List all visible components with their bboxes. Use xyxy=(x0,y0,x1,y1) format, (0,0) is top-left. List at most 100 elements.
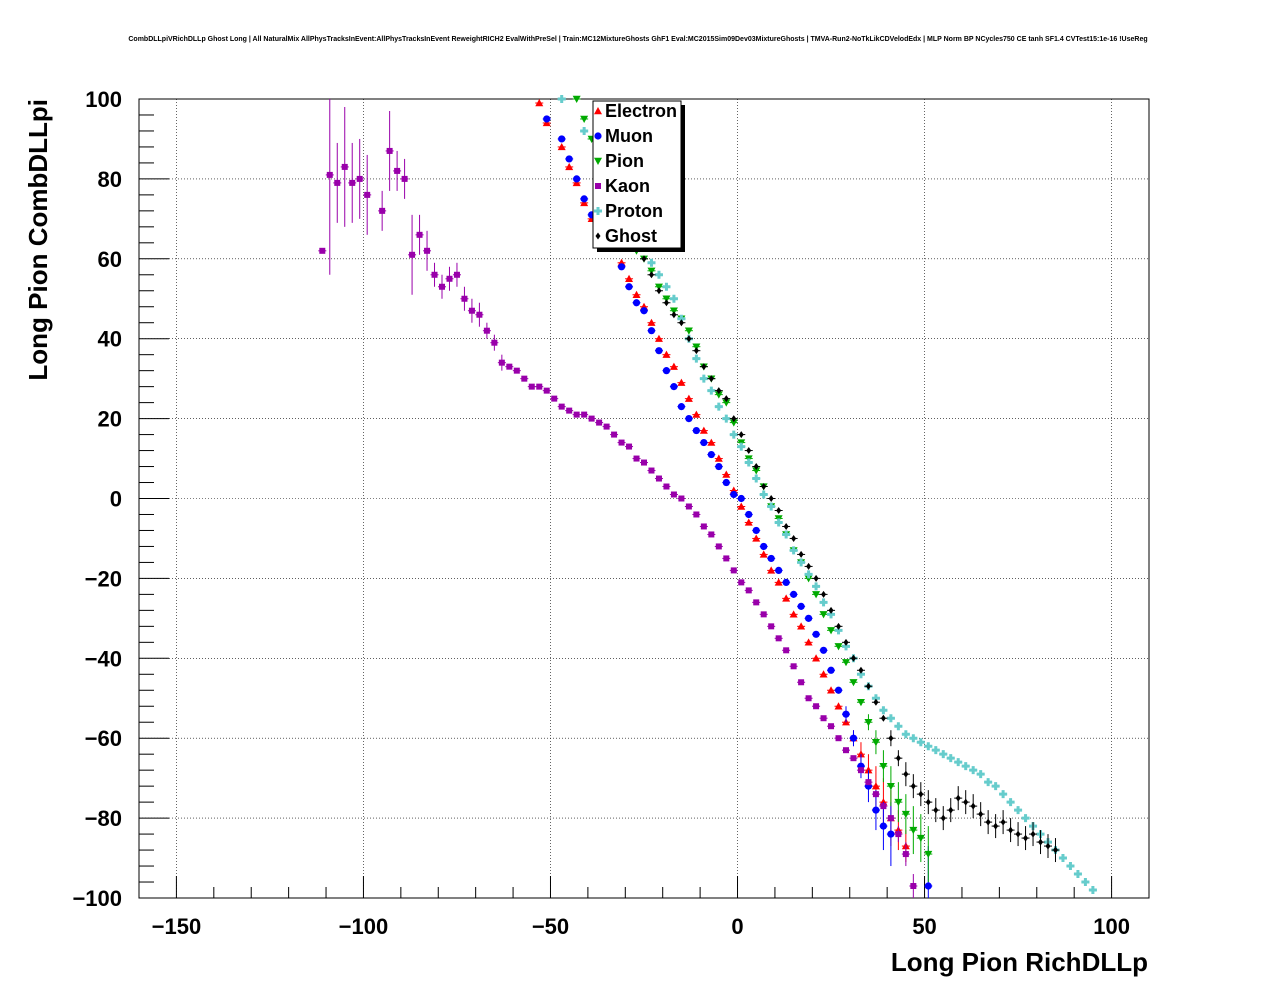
y-tick-label: −100 xyxy=(72,886,122,911)
data-point-kaon xyxy=(700,523,707,530)
data-point-electron xyxy=(767,566,776,574)
data-point-proton xyxy=(827,610,836,619)
x-tick-label: 100 xyxy=(1093,914,1130,939)
data-point-pion xyxy=(669,307,678,315)
data-point-proton xyxy=(812,582,821,591)
data-point-kaon xyxy=(835,735,842,742)
data-point-electron xyxy=(557,142,566,151)
data-point-pion xyxy=(864,719,873,727)
data-point-kaon xyxy=(431,271,438,278)
data-point-kaon xyxy=(708,531,715,538)
data-point-proton xyxy=(819,598,828,607)
data-point-ghost xyxy=(970,802,976,810)
data-point-proton xyxy=(999,790,1008,799)
data-point-ghost xyxy=(910,782,916,790)
data-point-electron xyxy=(662,350,671,358)
data-point-muon xyxy=(692,426,700,435)
data-point-muon xyxy=(812,630,820,638)
data-point-electron xyxy=(647,318,656,326)
data-point-kaon xyxy=(326,171,333,178)
data-point-kaon xyxy=(738,579,745,586)
data-point-proton xyxy=(782,530,791,539)
data-point-pion xyxy=(714,391,723,399)
legend-box xyxy=(592,100,682,249)
data-point-kaon xyxy=(902,851,909,858)
data-point-ghost xyxy=(1038,838,1044,846)
axes: −150 −100 −50 0 50 100 −100 −80 −60 −40 −20 0 20 40 60… xyxy=(72,87,1150,939)
data-point-proton xyxy=(954,758,963,767)
data-point-muon xyxy=(752,526,760,535)
data-point-pion xyxy=(871,738,880,747)
data-point-electron xyxy=(782,594,791,602)
data-point-ghost xyxy=(753,463,759,471)
data-point-electron xyxy=(752,534,761,542)
data-point-kaon xyxy=(790,663,797,670)
data-point-kaon xyxy=(760,611,767,618)
data-point-proton xyxy=(744,458,753,467)
data-point-kaon xyxy=(379,207,386,214)
data-point-kaon xyxy=(528,383,535,390)
data-point-kaon xyxy=(895,831,902,838)
data-point-electron xyxy=(797,622,806,630)
data-point-kaon xyxy=(678,495,685,502)
data-point-ghost xyxy=(791,534,797,542)
data-point-electron xyxy=(871,782,880,790)
y-tick-label: 100 xyxy=(85,87,122,112)
data-point-proton xyxy=(916,738,925,747)
data-point-muon xyxy=(558,135,566,143)
data-point-ghost xyxy=(821,590,827,598)
data-point-proton xyxy=(976,770,985,779)
data-point-kaon xyxy=(491,339,498,346)
data-point-proton xyxy=(1066,862,1075,871)
x-tick-label: −100 xyxy=(339,914,389,939)
data-point-proton xyxy=(842,642,850,651)
legend-marker-muon xyxy=(594,132,602,140)
data-point-kaon xyxy=(655,475,662,482)
data-point-muon xyxy=(670,383,678,391)
data-point-kaon xyxy=(820,715,827,722)
data-point-muon xyxy=(565,155,573,163)
data-point-proton xyxy=(909,734,918,743)
data-point-muon xyxy=(640,307,648,315)
data-point-electron xyxy=(819,670,828,678)
data-point-ghost xyxy=(798,550,804,558)
data-point-muon xyxy=(625,283,633,291)
data-point-ghost xyxy=(1015,830,1021,838)
y-tick-label: 0 xyxy=(110,487,122,512)
data-point-muon xyxy=(775,566,783,575)
data-point-ghost xyxy=(836,622,842,630)
data-point-pion xyxy=(819,611,828,619)
data-point-kaon xyxy=(483,327,490,334)
data-point-muon xyxy=(737,494,745,503)
data-point-kaon xyxy=(439,283,445,290)
data-point-kaon xyxy=(596,419,603,426)
data-point-electron xyxy=(804,638,813,646)
data-point-kaon xyxy=(581,411,588,418)
data-point-muon xyxy=(767,554,775,563)
data-point-electron xyxy=(535,98,544,107)
data-point-kaon xyxy=(573,411,580,418)
data-point-pion xyxy=(894,798,903,807)
data-point-ghost xyxy=(671,311,677,319)
legend-marker-ghost xyxy=(595,232,601,240)
data-point-ghost xyxy=(641,255,647,263)
data-point-ghost xyxy=(1045,842,1051,850)
data-point-electron xyxy=(692,410,701,418)
data-point-proton xyxy=(1058,854,1067,863)
data-point-kaon xyxy=(872,791,879,798)
data-point-pion xyxy=(580,115,589,123)
data-point-proton xyxy=(1014,806,1023,815)
data-point-kaon xyxy=(394,167,401,174)
data-point-ghost xyxy=(693,347,699,355)
data-point-ghost xyxy=(1023,834,1029,842)
data-point-electron xyxy=(759,550,768,558)
data-point-proton xyxy=(894,722,903,731)
data-point-muon xyxy=(715,462,723,471)
x-tick-label: 0 xyxy=(731,914,743,939)
data-point-proton xyxy=(677,314,686,323)
legend-label-proton: Proton xyxy=(605,201,663,221)
data-point-muon xyxy=(842,710,850,718)
data-point-muon xyxy=(834,686,843,694)
data-point-kaon xyxy=(850,755,857,762)
